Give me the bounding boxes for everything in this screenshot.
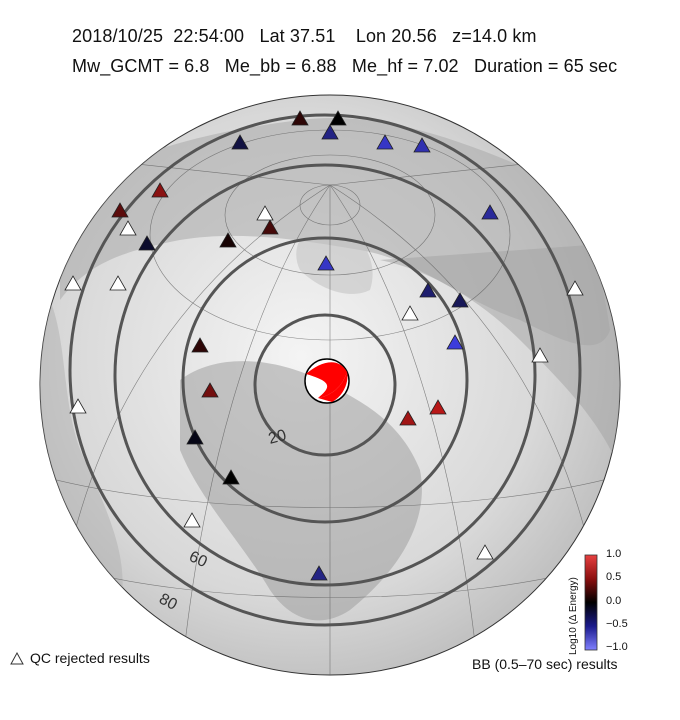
ring-80 (68, 113, 582, 627)
station-marker (451, 292, 469, 308)
station-marker-qc-rejected (566, 280, 584, 296)
ring-40 (181, 236, 469, 524)
colorbar-tick-05: 0.5 (606, 571, 622, 583)
colorbar-tick-0: 0.0 (606, 595, 622, 607)
station-marker (151, 182, 169, 198)
station-marker (138, 235, 156, 251)
station-marker (222, 469, 240, 485)
station-marker (291, 110, 309, 126)
event-header-line1: 2018/10/25 22:54:00 Lat 37.51 Lon 20.56 … (72, 26, 537, 46)
station-marker-qc-rejected (183, 512, 201, 528)
colorbar-tick-1: 1.0 (606, 548, 622, 560)
station-marker (201, 382, 219, 398)
focal-mechanism-beachball (304, 358, 350, 404)
station-marker (321, 124, 339, 140)
station-markers (64, 110, 584, 581)
colorbar-tick-m05: −0.5 (606, 618, 628, 630)
qc-rejected-label: QC rejected results (30, 650, 150, 666)
colorbar-title: Log10 (Δ Energy) (568, 577, 579, 655)
station-marker (186, 429, 204, 445)
ring-label-80: 80 (156, 591, 180, 614)
colorbar (584, 554, 598, 651)
ring-label-60: 60 (186, 548, 209, 571)
station-marker (429, 399, 447, 415)
ring-60 (113, 163, 537, 587)
distance-rings (68, 113, 582, 627)
station-marker (481, 204, 499, 220)
station-marker (261, 219, 279, 235)
station-marker (219, 232, 237, 248)
station-marker (399, 410, 417, 426)
ring-20 (253, 313, 397, 457)
station-marker (446, 334, 464, 350)
station-marker (329, 110, 347, 126)
station-marker (413, 137, 431, 153)
station-marker (191, 337, 209, 353)
station-marker-qc-rejected (401, 305, 419, 321)
bb-results-label: BB (0.5–70 sec) results (472, 656, 618, 672)
station-marker-qc-rejected (256, 205, 274, 221)
event-header-line2: Mw_GCMT = 6.8 Me_bb = 6.88 Me_hf = 7.02 … (72, 56, 618, 76)
station-marker (111, 202, 129, 218)
landmasses (40, 118, 620, 621)
station-marker-qc-rejected (531, 347, 549, 363)
station-marker-qc-rejected (64, 275, 82, 291)
colorbar-tick-m1: −1.0 (606, 641, 628, 653)
station-marker-qc-rejected (69, 398, 87, 414)
station-marker (419, 282, 437, 298)
station-marker-qc-rejected (109, 275, 127, 291)
station-marker (231, 134, 249, 150)
station-marker (317, 255, 335, 271)
station-marker-qc-rejected (119, 220, 137, 236)
ring-label-20: 20 (267, 427, 289, 448)
station-marker (376, 134, 394, 150)
station-marker-qc-rejected (476, 544, 494, 560)
qc-legend-triangle-icon (10, 651, 24, 665)
station-marker (310, 565, 328, 581)
